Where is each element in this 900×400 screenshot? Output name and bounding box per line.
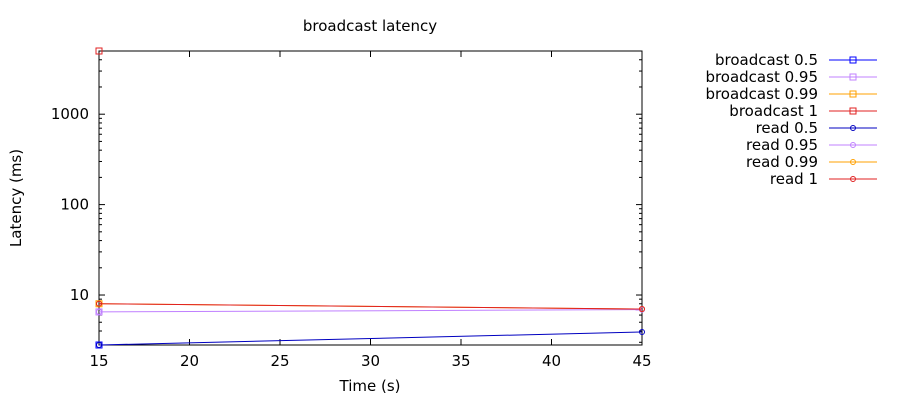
plot-area-frame [98, 50, 643, 346]
legend-label: read 0.99 [746, 153, 818, 171]
x-axis-label: Time (s) [339, 377, 401, 395]
data-point [639, 306, 645, 313]
legend-label: read 0.95 [746, 136, 818, 154]
chart-title: broadcast latency [303, 17, 437, 35]
legend-label: broadcast 0.99 [705, 85, 818, 103]
legend-marker [850, 176, 856, 182]
legend-item: broadcast 1 [729, 102, 877, 120]
y-axis: 10 100 1000 [51, 50, 642, 343]
data-point [95, 47, 103, 55]
legend-item: read 0.5 [756, 119, 877, 137]
legend-label: broadcast 0.5 [715, 51, 818, 69]
legend-label: broadcast 1 [729, 102, 818, 120]
legend-label: read 1 [770, 170, 818, 188]
data-point [96, 308, 102, 315]
series-broadcast-1 [95, 47, 103, 55]
legend-marker [849, 56, 857, 64]
legend-marker [849, 73, 857, 81]
x-tick-label: 15 [89, 352, 108, 370]
legend-marker [850, 159, 856, 165]
legend-marker [849, 90, 857, 98]
legend-label: broadcast 0.95 [705, 68, 818, 86]
series-read-0-5 [96, 328, 645, 348]
legend-item: broadcast 0.99 [705, 85, 877, 103]
legend-item: broadcast 0.5 [715, 51, 877, 69]
x-tick-label: 45 [632, 352, 651, 370]
data-point [96, 342, 102, 348]
legend-item: read 0.99 [746, 153, 877, 171]
legend-marker [850, 142, 856, 148]
data-point [96, 300, 102, 307]
x-tick-label: 30 [361, 352, 380, 370]
series-line [98, 303, 643, 310]
y-tick-label: 10 [70, 286, 89, 304]
legend-item: broadcast 0.95 [705, 68, 877, 86]
series-line [98, 309, 643, 313]
x-tick-label: 25 [270, 352, 289, 370]
x-tick-label: 35 [451, 352, 470, 370]
legend-marker [850, 125, 856, 131]
data-point [639, 328, 645, 335]
x-tick-label: 20 [180, 352, 199, 370]
legend-item: read 1 [770, 170, 877, 188]
x-axis: 15 20 25 30 35 40 45 [89, 51, 652, 370]
y-axis-label: Latency (ms) [7, 149, 25, 247]
series-read-1 [96, 300, 645, 313]
series-layer [95, 47, 645, 349]
legend-label: read 0.5 [756, 119, 818, 137]
x-tick-label: 40 [542, 352, 561, 370]
legend-item: read 0.95 [746, 136, 877, 154]
legend-marker [849, 107, 857, 115]
series-line [98, 331, 643, 346]
y-tick-label: 100 [60, 196, 89, 214]
y-tick-label: 1000 [51, 105, 89, 123]
